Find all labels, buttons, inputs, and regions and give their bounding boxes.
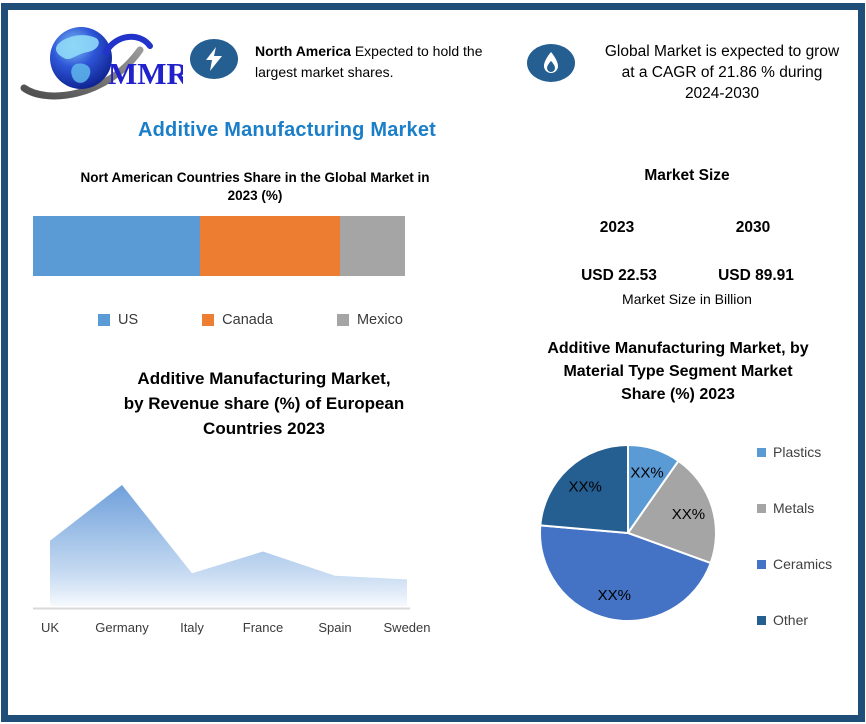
flame-badge (527, 44, 575, 82)
logo-continent-south (71, 63, 91, 83)
legend-label: Mexico (356, 312, 403, 328)
bar-segment-canada (200, 216, 340, 276)
market-size-title: Market Size (644, 167, 730, 184)
legend-item-us: US (98, 312, 138, 328)
market-size-value-2030: USD 89.91 (718, 267, 794, 284)
area-chart-title-line3: Countries 2023 (203, 419, 325, 438)
x-label-germany: Germany (95, 620, 149, 635)
pie-slice-other (539, 443, 629, 535)
highlight-north-america-bold: North America (255, 43, 351, 59)
x-label-italy: Italy (180, 620, 204, 635)
pie-legend-item-metals: Metals (757, 500, 832, 516)
legend-marker (757, 447, 766, 457)
bar-chart-title-line1: Nort American Countries Share in the Glo… (80, 170, 430, 185)
pie-chart-title-line2: Material Type Segment Market (563, 363, 793, 380)
legend-marker (757, 503, 766, 513)
market-size-value-2023: USD 22.53 (581, 267, 657, 284)
legend-label: Canada (222, 312, 273, 328)
pie-slice-metals (626, 459, 717, 565)
bar-chart-title-line2: 2023 (%) (227, 188, 283, 203)
page-title: Additive Manufacturing Market (137, 119, 437, 141)
legend-item-canada: Canada (202, 312, 273, 328)
pie-chart-title-line3: Share (%) 2023 (621, 386, 735, 403)
pie-legend: Plastics Metals Ceramics Other (757, 444, 832, 628)
bar-legend: US Canada Mexico (98, 312, 403, 328)
bar-segment-mexico (339, 216, 405, 276)
area-series (50, 485, 407, 606)
x-label-sweden: Sweden (383, 620, 431, 635)
x-label-spain: Spain (318, 620, 352, 635)
legend-item-mexico: Mexico (336, 312, 403, 328)
pie-slice-label-metals: XX% (672, 506, 705, 523)
x-label-uk: UK (40, 620, 60, 635)
market-size-year-2023: 2023 (599, 219, 635, 236)
logo-text: MMR (108, 56, 183, 91)
pie-slice-label-plastics: XX% (630, 465, 663, 482)
legend-marker (336, 314, 349, 326)
pie-chart-svg: XX% XX% XX% XX% (538, 443, 717, 623)
legend-marker (202, 314, 215, 326)
pie-legend-item-other: Other (757, 612, 832, 628)
pie-slice-ceramics (538, 524, 712, 623)
legend-marker (757, 559, 766, 569)
market-size-unit-note: Market Size in Billion (622, 291, 752, 307)
legend-label: Other (773, 612, 809, 628)
legend-marker (98, 314, 110, 326)
legend-label: Metals (773, 500, 815, 516)
legend-label: Plastics (773, 444, 822, 460)
area-chart-title-line1: Additive Manufacturing Market, (137, 369, 391, 388)
pie-chart-title: Additive Manufacturing Market, by Materi… (478, 337, 866, 406)
area-chart-svg (33, 485, 410, 610)
lightning-badge (190, 39, 238, 79)
flame-icon (544, 52, 558, 73)
highlight-north-america-text: North America Expected to hold the large… (255, 41, 500, 83)
pie-slice-label-ceramics: XX% (598, 587, 631, 604)
bar-segment-us (33, 216, 201, 276)
pie-legend-item-ceramics: Ceramics (757, 556, 832, 572)
area-chart-title: Additive Manufacturing Market, by Revenu… (64, 366, 464, 441)
logo-blue-swoosh (103, 34, 153, 55)
pie-chart-title-line1: Additive Manufacturing Market, by (547, 340, 809, 357)
logo-orbit-swoosh (20, 46, 144, 100)
legend-marker (757, 615, 766, 625)
legend-label: US (118, 312, 139, 328)
pie-slice-label-other: XX% (569, 478, 602, 495)
lightning-icon (206, 47, 222, 71)
bar-chart-title: Nort American Countries Share in the Glo… (65, 169, 445, 205)
area-chart-title-line2: by Revenue share (%) of European (123, 394, 405, 413)
globe-logo: MMR (20, 27, 183, 100)
stacked-bar (33, 216, 405, 276)
pie-legend-item-plastics: Plastics (757, 444, 832, 460)
highlight-cagr-text: Global Market is expected to grow at a C… (604, 43, 840, 102)
market-size-year-2030: 2030 (735, 219, 771, 236)
x-label-france: France (242, 620, 284, 635)
logo-continent-north (56, 35, 99, 60)
highlight-north-america-rest: Expected to hold the largest market shar… (255, 43, 483, 80)
legend-label: Ceramics (773, 556, 833, 572)
